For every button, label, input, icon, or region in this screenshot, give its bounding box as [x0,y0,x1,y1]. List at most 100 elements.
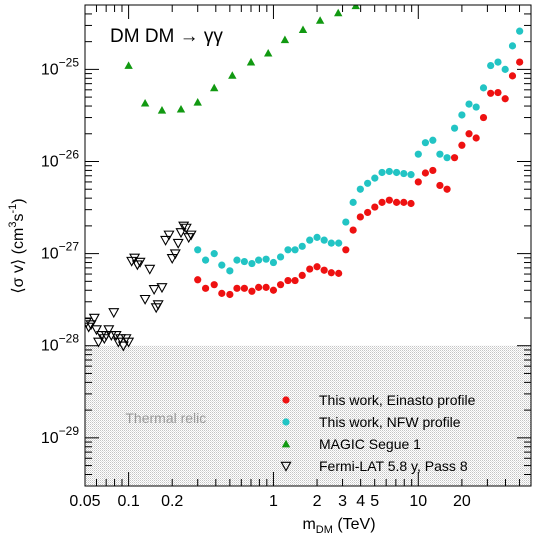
legend-entry: Fermi-LAT 5.8 y, Pass 8 [280,458,468,474]
data-point-magic-segue-1 [351,5,360,10]
data-point-this-work-nfw-profile [392,168,401,177]
data-point-magic-segue-1 [246,57,256,66]
x-axis-title-text: mDM (TeV) [302,516,375,536]
data-point-this-work-einasto-profile [429,166,437,175]
data-point-fermi-lat-5-8-y-pass-8 [178,221,190,232]
legend-label: Fermi-LAT 5.8 y, Pass 8 [319,458,468,474]
data-point-this-work-nfw-profile [508,42,517,50]
data-point-this-work-nfw-profile [443,154,451,162]
data-point-fermi-lat-5-8-y-pass-8 [103,325,115,336]
x-axis-ticks [84,5,532,486]
data-point-this-work-nfw-profile [342,218,350,226]
data-point-this-work-nfw-profile [313,233,321,241]
data-point-fermi-lat-5-8-y-pass-8 [175,228,187,239]
x-axis-tick-labels: 0.05 0.1 0.2 1 2 3 4 5 10 20 [69,493,470,510]
data-point-this-work-nfw-profile [421,139,430,147]
legend-label: This work, NFW profile [319,414,461,430]
data-point-this-work-nfw-profile [356,185,364,193]
data-point-this-work-einasto-profile [472,134,480,142]
data-point-this-work-einasto-profile [269,286,278,294]
data-point-this-work-einasto-profile [443,185,451,193]
plot-title: DM DM → γγ [110,26,223,47]
data-point-magic-segue-1 [193,98,202,106]
data-point-this-work-einasto-profile [407,199,415,208]
legend-entry: MAGIC Segue 1 [281,436,421,452]
data-point-this-work-nfw-profile [284,246,292,254]
data-point-this-work-einasto-profile [240,284,248,292]
data-point-this-work-einasto-profile [335,269,343,277]
data-point-this-work-einasto-profile [436,181,444,190]
legend-entry: This work, Einasto profile [282,392,476,408]
legend: This work, Einasto profile This work, NFW… [280,392,476,474]
plot-frame [84,4,532,487]
data-point-fermi-lat-5-8-y-pass-8 [148,285,160,296]
thermal-relic-label: Thermal relic [125,410,206,426]
data-point-this-work-nfw-profile [201,256,210,264]
data-point-this-work-nfw-profile [472,103,480,111]
x-tick-label: 20 [453,493,471,510]
y-tick-label: 10−27 [41,240,79,263]
data-point-this-work-nfw-profile [248,259,256,268]
data-point-this-work-einasto-profile [327,269,335,277]
data-point-this-work-nfw-profile [458,111,466,119]
data-point-this-work-einasto-profile [342,246,350,254]
data-point-this-work-einasto-profile [501,95,509,103]
data-point-this-work-nfw-profile [335,239,343,247]
y-tick-label: 10−25 [41,55,79,78]
data-point-this-work-nfw-profile [240,257,248,266]
data-point-this-work-einasto-profile [458,141,466,149]
data-point-this-work-einasto-profile [385,196,393,204]
data-point-this-work-nfw-profile [327,239,335,247]
data-point-this-work-nfw-profile [487,61,495,70]
data-point-fermi-lat-5-8-y-pass-8 [183,233,195,244]
data-point-fermi-lat-5-8-y-pass-8 [90,325,103,336]
data-point-this-work-einasto-profile [210,281,218,289]
data-point-fermi-lat-5-8-y-pass-8 [152,300,164,311]
legend-label: This work, Einasto profile [319,392,476,408]
data-point-this-work-einasto-profile [313,263,321,271]
data-point-fermi-lat-5-8-y-pass-8 [115,334,127,345]
data-point-this-work-nfw-profile [429,136,437,144]
data-point-this-work-nfw-profile [218,261,226,269]
data-point-this-work-nfw-profile [269,258,278,267]
data-point-magic-segue-1 [124,61,133,69]
legend-marker [281,439,291,448]
x-tick-label: 3 [338,493,347,510]
data-point-fermi-lat-5-8-y-pass-8 [120,334,132,345]
data-point-this-work-nfw-profile [194,246,202,254]
legend-entry: This work, NFW profile [282,414,461,430]
data-point-this-work-einasto-profile [306,265,314,273]
data-point-magic-segue-1 [176,104,186,113]
data-point-this-work-einasto-profile [194,276,202,284]
data-point-this-work-einasto-profile [276,281,285,289]
data-point-this-work-einasto-profile [450,154,459,162]
data-point-magic-segue-1 [315,16,325,24]
data-point-this-work-einasto-profile [378,198,386,206]
data-point-this-work-einasto-profile [201,284,210,292]
data-point-this-work-einasto-profile [262,283,270,291]
data-point-fermi-lat-5-8-y-pass-8 [163,230,175,241]
data-point-this-work-einasto-profile [255,283,263,291]
data-point-this-work-einasto-profile [516,58,524,66]
x-tick-label: 10 [409,493,427,510]
data-point-this-work-einasto-profile [298,271,306,280]
x-axis-title: mDM (TeV) [302,516,375,536]
data-point-magic-segue-1 [157,106,167,114]
data-point-this-work-einasto-profile [421,169,430,177]
data-point-this-work-einasto-profile [356,213,364,221]
data-point-this-work-einasto-profile [226,290,234,299]
y-tick-label: 10−29 [41,424,79,447]
data-point-this-work-einasto-profile [248,287,256,295]
data-point-fermi-lat-5-8-y-pass-8 [160,235,172,246]
data-point-this-work-nfw-profile [494,58,502,66]
data-point-this-work-einasto-profile [284,276,292,285]
x-tick-label: 5 [370,493,379,510]
x-tick-label: 1 [269,493,278,510]
data-point-this-work-nfw-profile [407,171,415,179]
data-point-this-work-einasto-profile [371,203,379,211]
data-point-fermi-lat-5-8-y-pass-8 [166,254,178,265]
data-point-magic-segue-1 [140,98,150,107]
data-point-this-work-nfw-profile [255,256,263,264]
thermal-relic-band [85,345,531,486]
data-point-this-work-einasto-profile [508,72,517,80]
